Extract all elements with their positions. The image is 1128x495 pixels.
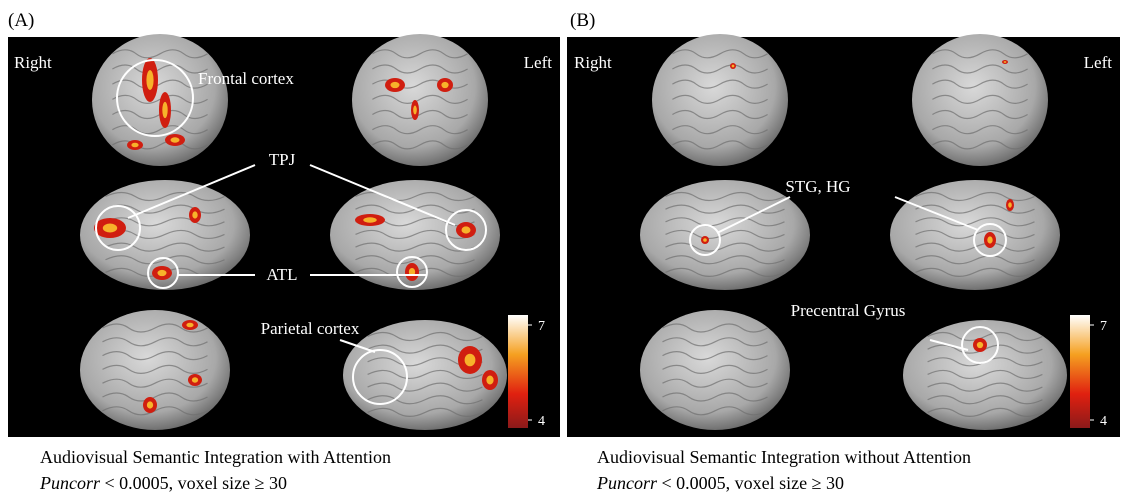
colorbar-tick-label: 7 [538, 319, 545, 334]
caption: Audiovisual Semantic Integration without… [597, 447, 971, 467]
activation-peak [363, 217, 377, 222]
annotation: Precentral Gyrus [791, 301, 906, 320]
stat-line: Puncorr < 0.0005, voxel size ≥ 30 [39, 473, 287, 493]
colorbar-tick-label: 4 [538, 414, 545, 429]
activation-peak [1008, 202, 1012, 207]
activation-peak [103, 224, 117, 233]
activation-peak [703, 238, 707, 242]
activation-peak [465, 354, 476, 367]
activation-peak [131, 143, 138, 148]
annotation: Parietal cortex [261, 319, 360, 338]
colorbar [1070, 315, 1090, 428]
stat-text: < 0.0005, voxel size ≥ 30 [662, 473, 845, 493]
colorbar-tick-label: 4 [1100, 414, 1107, 429]
side-label: Right [574, 53, 612, 72]
stat-line: Puncorr < 0.0005, voxel size ≥ 30 [596, 473, 844, 493]
activation-peak [1004, 61, 1007, 63]
activation-peak [186, 323, 193, 328]
activation-peak [462, 226, 471, 233]
activation-peak [413, 106, 417, 115]
activation-peak [192, 211, 197, 218]
side-label: Left [524, 53, 553, 72]
activation-peak [192, 377, 198, 382]
activation-peak [486, 376, 493, 385]
panel-label: (A) [8, 10, 34, 31]
activation-peak [732, 65, 735, 68]
annotation: TPJ [269, 150, 296, 169]
activation-peak [162, 102, 167, 118]
stat-symbol: Puncorr [39, 473, 101, 493]
activation-peak [158, 270, 167, 276]
panel-label: (B) [570, 10, 595, 31]
activation-peak [147, 401, 153, 408]
stat-text: < 0.0005, voxel size ≥ 30 [105, 473, 288, 493]
stat-symbol: Puncorr [596, 473, 658, 493]
side-label: Right [14, 53, 52, 72]
activation-peak [977, 342, 983, 348]
annotation: Frontal cortex [198, 69, 294, 88]
colorbar [508, 315, 528, 428]
activation-peak [391, 82, 400, 88]
colorbar-tick-label: 7 [1100, 319, 1107, 334]
activation-peak [171, 137, 180, 142]
annotation: ATL [266, 265, 297, 284]
activation-peak [441, 82, 448, 88]
annotation: STG, HG [785, 177, 850, 196]
figure: (A) (B) Right Left Right Left Frontal co… [0, 0, 1128, 495]
activation-peak [146, 70, 153, 90]
caption: Audiovisual Semantic Integration with At… [40, 447, 391, 467]
side-label: Left [1084, 53, 1113, 72]
activation-peak [987, 236, 992, 243]
